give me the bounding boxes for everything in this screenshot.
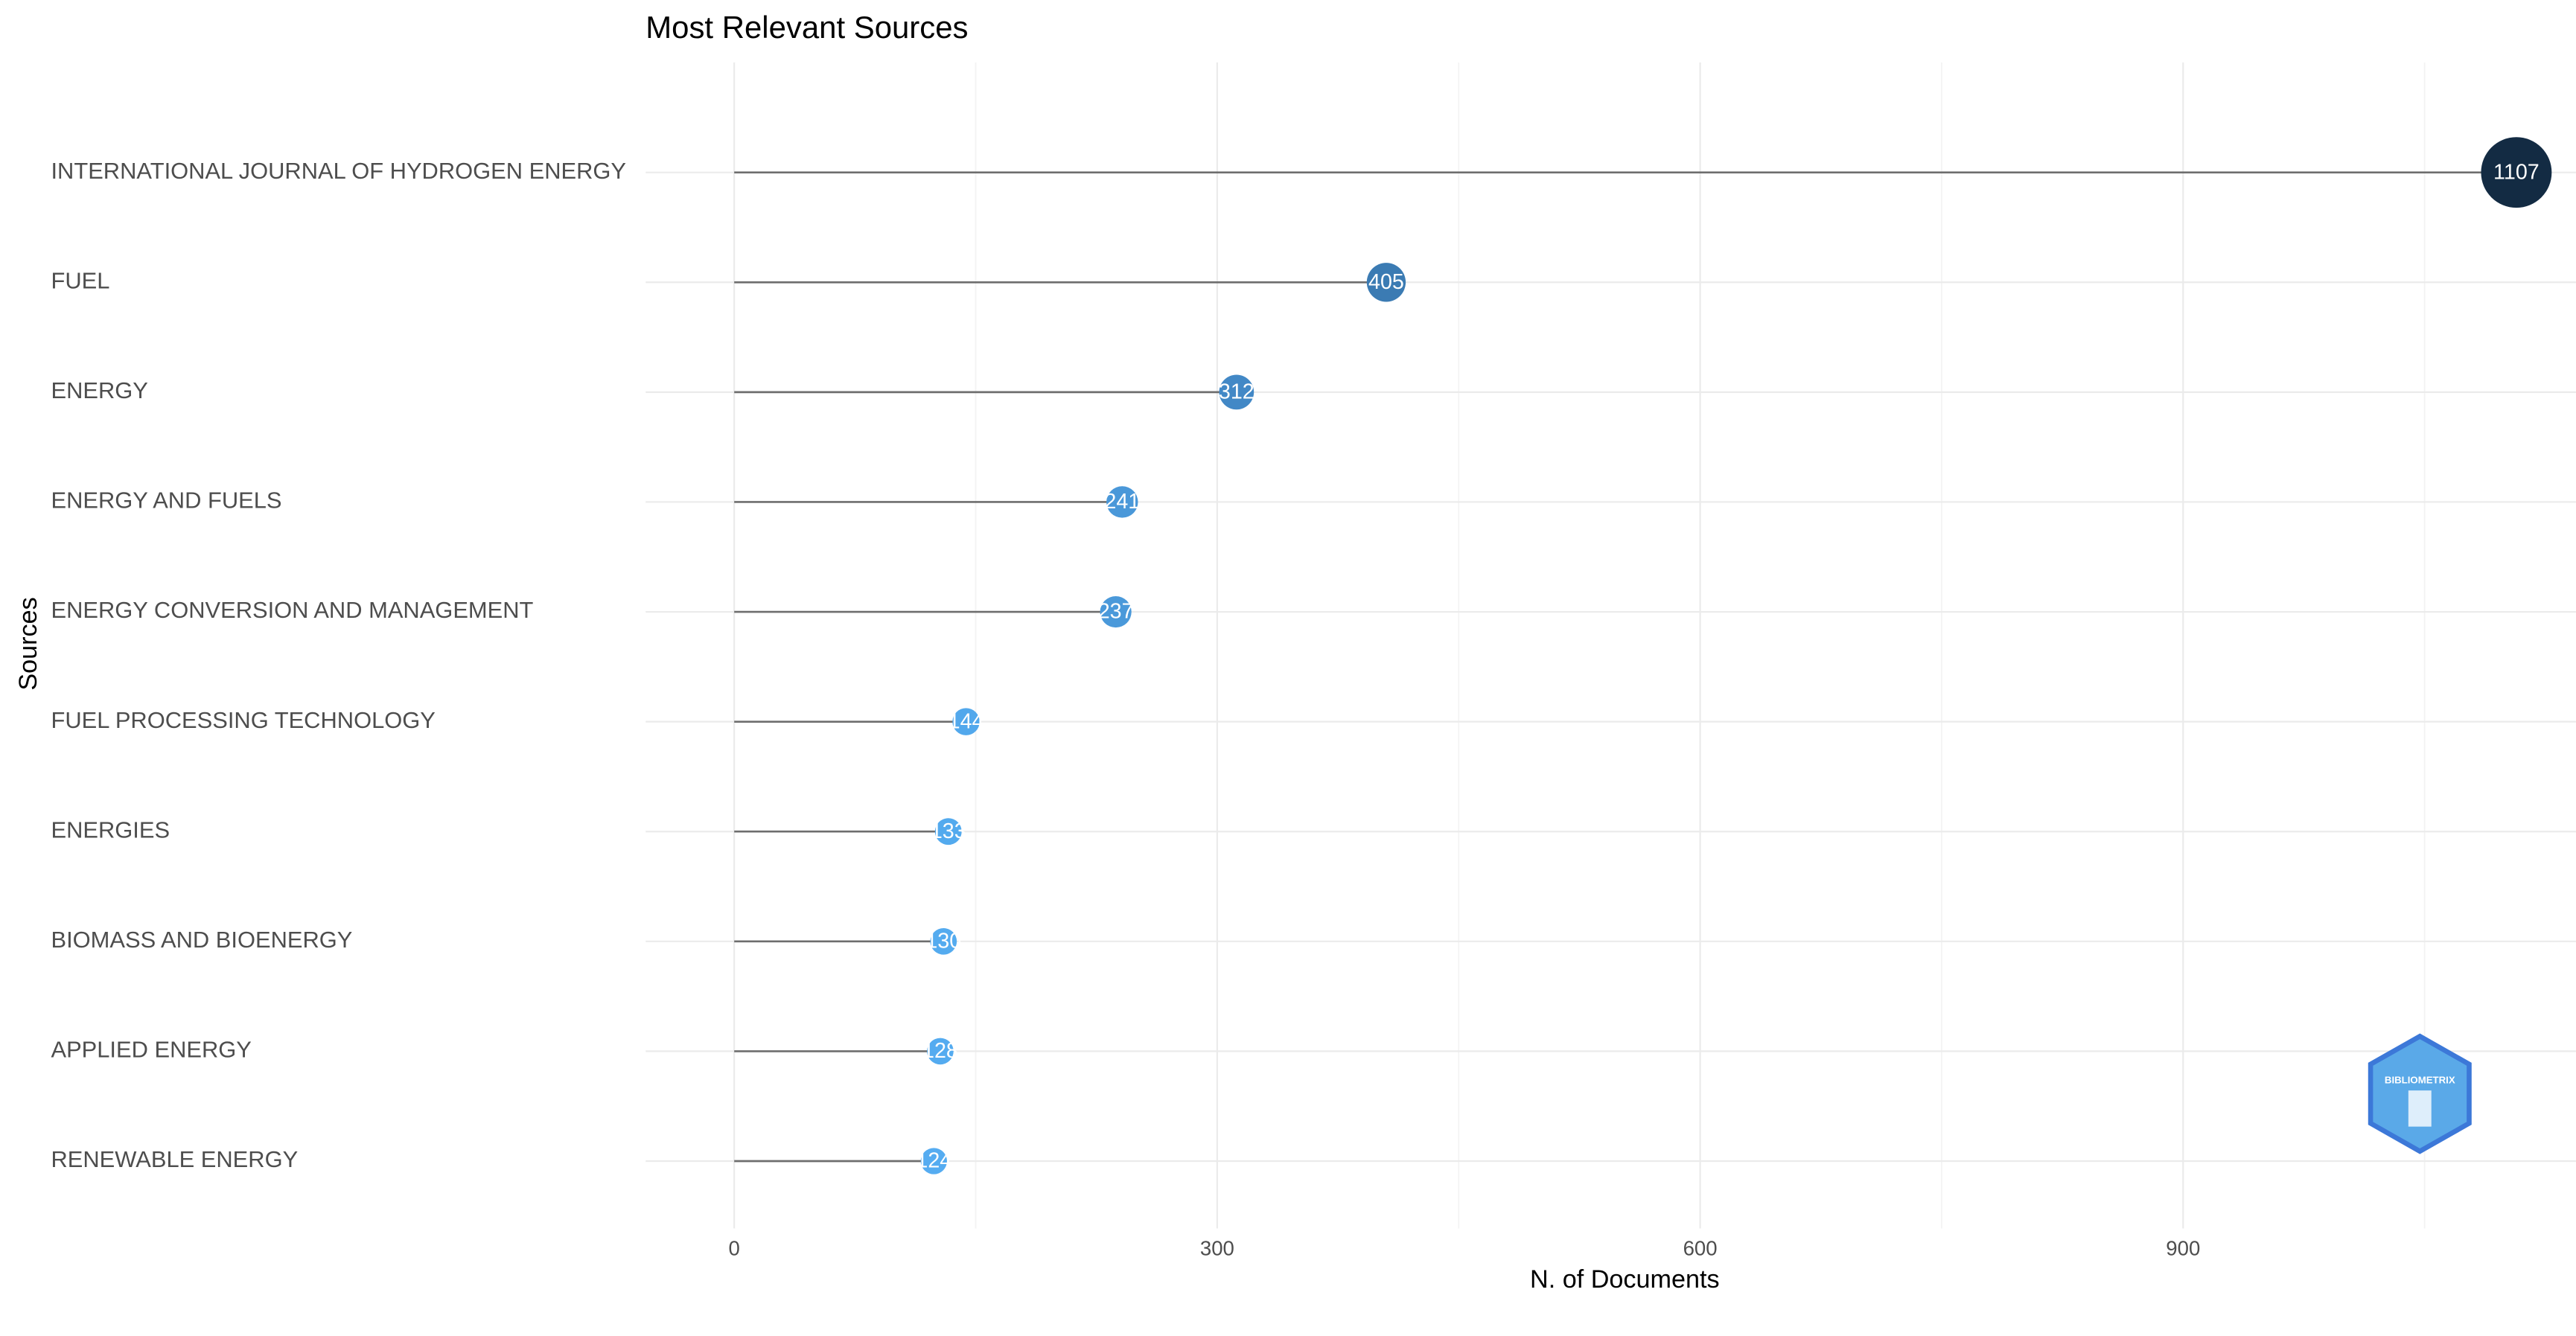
value-label: 237 (1098, 600, 1134, 624)
y-tick-label: ENERGY CONVERSION AND MANAGEMENT (51, 597, 533, 623)
y-tick-label: APPLIED ENERGY (51, 1037, 251, 1063)
x-tick-label: 600 (1683, 1236, 1718, 1259)
dot (1106, 486, 1138, 518)
dot (1219, 374, 1254, 410)
dot (1100, 595, 1132, 628)
logo-icon (2408, 1090, 2432, 1127)
dot (920, 1148, 947, 1174)
dot (952, 708, 980, 735)
y-tick-label: ENERGIES (51, 816, 170, 843)
dot (2481, 137, 2552, 208)
value-label: 1107 (2493, 160, 2540, 184)
logo: BIBLIOMETRIX (2368, 1033, 2472, 1154)
value-label: 144 (949, 709, 984, 733)
x-tick-label: 900 (2166, 1236, 2200, 1259)
y-tick-label: ENERGY (51, 377, 147, 403)
value-label: 312 (1219, 380, 1254, 404)
dot (934, 818, 962, 846)
y-axis-label: Sources (14, 597, 42, 690)
y-tick-label: INTERNATIONAL JOURNAL OF HYDROGEN ENERGY (51, 158, 626, 184)
dot (927, 1038, 954, 1065)
y-tick-label: BIOMASS AND BIOENERGY (51, 927, 352, 953)
value-label: 128 (922, 1039, 958, 1063)
value-label: 405 (1368, 270, 1404, 294)
value-label: 241 (1104, 490, 1140, 514)
chart-title: Most Relevant Sources (645, 10, 968, 45)
value-label: 124 (916, 1149, 951, 1173)
dot (1366, 263, 1406, 302)
x-tick-label: 300 (1200, 1236, 1234, 1259)
logo-text: BIBLIOMETRIX (2385, 1074, 2455, 1085)
x-tick-label: 0 (729, 1236, 740, 1259)
value-label: 130 (925, 930, 961, 953)
y-tick-label: FUEL PROCESSING TECHNOLOGY (51, 707, 435, 733)
value-label: 133 (931, 819, 966, 843)
dot (930, 927, 957, 955)
y-tick-label: FUEL (51, 267, 109, 293)
y-tick-label: RENEWABLE ENERGY (51, 1146, 298, 1172)
x-axis-label: N. of Documents (1530, 1265, 1720, 1294)
y-tick-label: ENERGY AND FUELS (51, 488, 281, 514)
